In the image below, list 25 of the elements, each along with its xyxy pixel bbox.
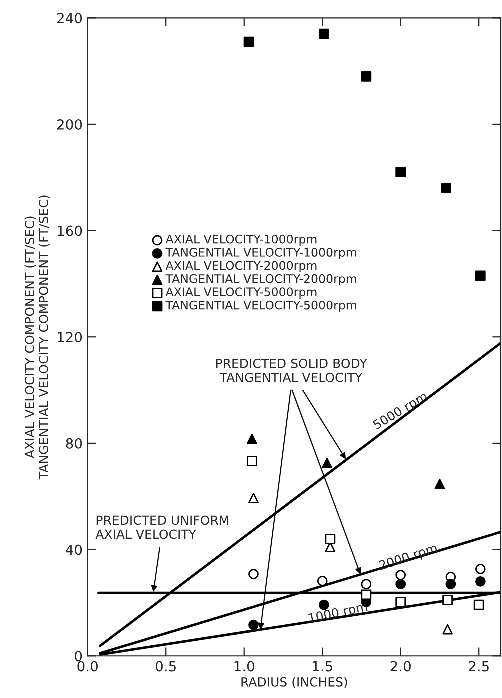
legend-label: TANGENTIAL VELOCITY-5000rpm: [166, 300, 356, 312]
legend-label: AXIAL VELOCITY-1000rpm: [166, 234, 317, 246]
legend-label: AXIAL VELOCITY-2000rpm: [166, 261, 317, 272]
y-axis-title: AXIAL VELOCITY COMPONENT (FT/SEC) TANGENTIAL VELOCITY COMPONENT (FT/SEC): [24, 196, 50, 480]
legend-label: AXIAL VELOCITY-5000rpm: [166, 288, 317, 299]
annotation: PREDICTED UNIFORM AXIAL VELOCITY: [96, 516, 228, 540]
y-tick-label: 120: [58, 332, 82, 343]
x-axis-title: RADIUS (INCHES): [242, 677, 348, 688]
y-tick-label: 40: [66, 544, 82, 556]
y-tick-label: 80: [66, 438, 82, 449]
x-tick-label: 1.5: [313, 661, 332, 672]
annotation: 1000 rpm: [308, 602, 368, 626]
x-tick-label: 1.0: [234, 661, 254, 672]
legend-label: TANGENTIAL VELOCITY-2000rpm: [166, 274, 356, 286]
x-tick-label: 2.5: [469, 661, 489, 672]
y-tick-label: 200: [57, 119, 82, 130]
annotation: PREDICTED SOLID BODY TANGENTIAL VELOCITY: [216, 358, 368, 382]
annotation: 2000 rpm: [378, 543, 439, 573]
y-tick-label: 240: [57, 13, 82, 24]
x-tick-label: 0.0: [78, 661, 98, 672]
x-tick-label: 2.0: [390, 661, 411, 672]
legend-label: TANGENTIAL VELOCITY-1000rpm: [166, 248, 356, 260]
y-tick-label: 160: [58, 226, 82, 236]
x-tick-label: 0.5: [156, 661, 176, 672]
y-tick-label: 0: [75, 651, 82, 662]
